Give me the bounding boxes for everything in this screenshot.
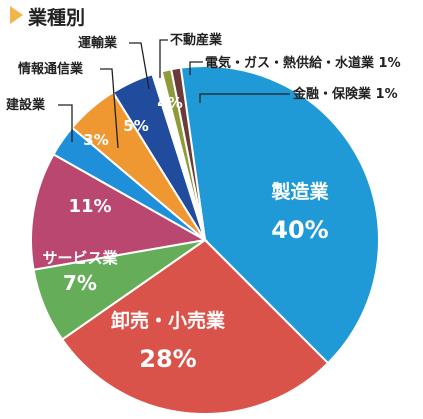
slice-value-transport: 4% [157,94,182,112]
slice-label-services: サービス業 [42,249,118,267]
slice-value-11: 11% [68,196,111,217]
leader-finance [199,93,290,103]
slice-value-construction: 3% [83,131,108,149]
slice-label-ict: 情報通信業 [18,61,84,77]
title-marker-icon [10,6,23,24]
slice-label-transport: 運輸業 [78,35,118,51]
leader-construction [58,104,73,142]
slice-label-real-estate: 不動産業 [170,32,223,48]
leader-transport [129,42,150,90]
slice-value-manufacturing: 40% [271,216,328,244]
slice-label-construction: 建設業 [6,97,46,113]
pie-slice-9 [170,66,206,241]
slice-label-manufacturing: 製造業 [270,180,329,203]
slice-label-utilities: 電気・ガス・熱供給・水道業 1% [205,55,401,71]
slice-labels: 製造業 40% 卸売・小売業 28% サービス業 7% 11% 3% 建設業 5% 情報通信業 4% 運… [6,32,401,373]
slice-value-services: 7% [63,271,97,295]
leader-real-estate [159,39,168,78]
slice-value-ict: 5% [123,117,148,135]
pie-slice-0 [179,65,380,365]
pie-slice-1 [60,238,330,415]
pie-slices [30,65,380,415]
pie-slice-3 [30,152,208,271]
slice-value-wholesale-retail: 28% [139,345,196,373]
leader-ict [100,68,119,149]
slice-label-finance: 金融・保険業 1% [292,86,398,102]
chart-title: 業種別 [27,6,85,29]
slice-label-wholesale-retail: 卸売・小売業 [111,309,226,332]
leader-utilities [189,61,203,75]
leader-lines [58,39,290,149]
